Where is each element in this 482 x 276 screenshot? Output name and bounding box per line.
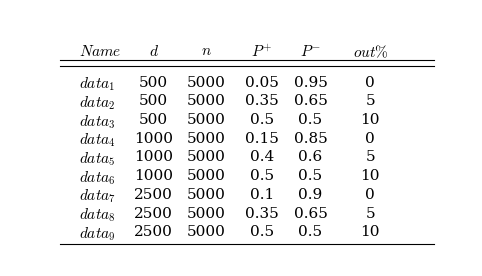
Text: 0.5: 0.5 — [250, 169, 274, 183]
Text: 0.4: 0.4 — [250, 150, 274, 164]
Text: 500: 500 — [139, 94, 168, 108]
Text: $data_9$: $data_9$ — [79, 225, 115, 243]
Text: $P^{+}$: $P^{+}$ — [251, 44, 273, 60]
Text: 0.15: 0.15 — [245, 132, 279, 146]
Text: 5: 5 — [365, 94, 375, 108]
Text: $data_3$: $data_3$ — [79, 113, 115, 131]
Text: 5000: 5000 — [187, 113, 226, 127]
Text: 0.1: 0.1 — [250, 188, 274, 202]
Text: 0.05: 0.05 — [245, 76, 279, 90]
Text: $d$: $d$ — [148, 44, 159, 59]
Text: 0: 0 — [365, 132, 375, 146]
Text: 5: 5 — [365, 206, 375, 221]
Text: 10: 10 — [361, 169, 380, 183]
Text: 5000: 5000 — [187, 206, 226, 221]
Text: 1000: 1000 — [134, 169, 173, 183]
Text: 5: 5 — [365, 150, 375, 164]
Text: $data_5$: $data_5$ — [79, 150, 115, 168]
Text: $data_2$: $data_2$ — [79, 94, 115, 112]
Text: 0.85: 0.85 — [294, 132, 327, 146]
Text: 5000: 5000 — [187, 225, 226, 239]
Text: 1000: 1000 — [134, 150, 173, 164]
Text: 2500: 2500 — [134, 206, 173, 221]
Text: 2500: 2500 — [134, 225, 173, 239]
Text: 10: 10 — [361, 225, 380, 239]
Text: 0.5: 0.5 — [298, 113, 322, 127]
Text: 0.9: 0.9 — [298, 188, 322, 202]
Text: 5000: 5000 — [187, 150, 226, 164]
Text: 1000: 1000 — [134, 132, 173, 146]
Text: $data_6$: $data_6$ — [79, 169, 115, 187]
Text: 0.5: 0.5 — [298, 225, 322, 239]
Text: 0.5: 0.5 — [298, 169, 322, 183]
Text: 2500: 2500 — [134, 188, 173, 202]
Text: 0.5: 0.5 — [250, 113, 274, 127]
Text: 5000: 5000 — [187, 188, 226, 202]
Text: $P^{-}$: $P^{-}$ — [300, 44, 321, 59]
Text: 0: 0 — [365, 188, 375, 202]
Text: $data_7$: $data_7$ — [79, 188, 116, 205]
Text: $data_8$: $data_8$ — [79, 206, 116, 224]
Text: 0.35: 0.35 — [245, 206, 279, 221]
Text: 0.65: 0.65 — [294, 206, 327, 221]
Text: $\mathit{Name}$: $\mathit{Name}$ — [79, 44, 121, 59]
Text: 0.65: 0.65 — [294, 94, 327, 108]
Text: 0.6: 0.6 — [298, 150, 322, 164]
Text: 0.95: 0.95 — [294, 76, 327, 90]
Text: 0.35: 0.35 — [245, 94, 279, 108]
Text: $data_1$: $data_1$ — [79, 76, 115, 93]
Text: 5000: 5000 — [187, 169, 226, 183]
Text: 5000: 5000 — [187, 132, 226, 146]
Text: $\mathit{out\%}$: $\mathit{out\%}$ — [352, 44, 388, 60]
Text: 500: 500 — [139, 113, 168, 127]
Text: 500: 500 — [139, 76, 168, 90]
Text: $data_4$: $data_4$ — [79, 132, 116, 149]
Text: 0: 0 — [365, 76, 375, 90]
Text: 0.5: 0.5 — [250, 225, 274, 239]
Text: 5000: 5000 — [187, 76, 226, 90]
Text: 10: 10 — [361, 113, 380, 127]
Text: $n$: $n$ — [201, 44, 211, 58]
Text: 5000: 5000 — [187, 94, 226, 108]
